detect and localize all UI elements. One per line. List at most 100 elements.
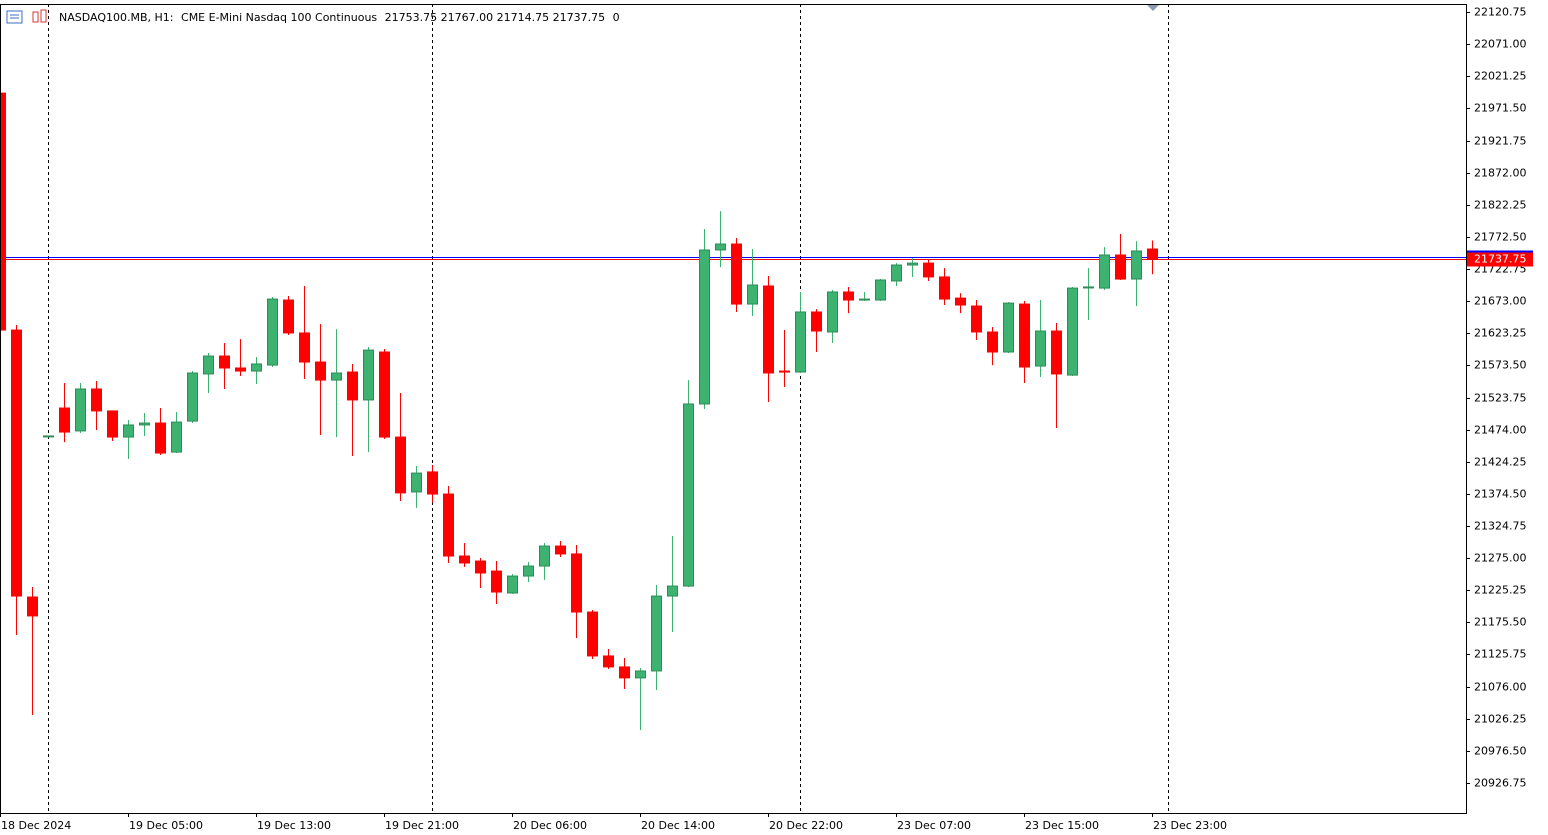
header-high: 21767.00 <box>441 11 494 24</box>
shift-marker[interactable] <box>1147 5 1159 11</box>
y-tick-label: 21026.25 <box>1474 713 1527 726</box>
candle-body <box>667 585 678 597</box>
candle-body <box>1035 330 1046 367</box>
x-tick-label: 23 Dec 23:00 <box>1153 819 1227 832</box>
candle-body <box>443 493 454 557</box>
y-tick-label: 21125.75 <box>1474 648 1527 661</box>
candle-body <box>331 372 342 381</box>
y-tick-label: 21424.25 <box>1474 456 1527 469</box>
candle-body <box>539 545 550 567</box>
candle-body <box>603 655 614 668</box>
candle-body <box>875 279 886 301</box>
candle-body <box>75 388 86 432</box>
y-tick-label: 21275.00 <box>1474 552 1527 565</box>
candle-body <box>1147 248 1158 260</box>
x-tick-label: 19 Dec 21:00 <box>385 819 459 832</box>
candle-body <box>747 284 758 305</box>
y-tick-label: 21872.00 <box>1474 167 1527 180</box>
x-tick-label: 23 Dec 15:00 <box>1025 819 1099 832</box>
candle-body <box>1131 250 1142 280</box>
candle-body <box>283 299 294 334</box>
candle-body <box>699 249 710 405</box>
candle-body <box>971 305 982 333</box>
y-tick-label: 21523.75 <box>1474 392 1527 405</box>
candle-body <box>523 565 534 577</box>
candle-body <box>507 575 518 594</box>
candle-body <box>587 611 598 657</box>
icon[interactable] <box>32 11 39 23</box>
candle-body <box>155 422 166 454</box>
candle-body <box>411 472 422 493</box>
candle-body <box>27 596 38 617</box>
y-tick-label: 21324.75 <box>1474 520 1527 533</box>
candle-body <box>91 388 102 412</box>
candle-body <box>139 422 150 426</box>
candle-body <box>955 297 966 306</box>
x-tick-label: 23 Dec 07:00 <box>897 819 971 832</box>
candle-body <box>555 545 566 555</box>
candle-body <box>251 363 262 372</box>
candle-body <box>795 311 806 373</box>
candle-body <box>491 570 502 593</box>
y-tick-label: 21374.50 <box>1474 488 1527 501</box>
y-tick-label: 21971.50 <box>1474 102 1527 115</box>
x-tick-label: 19 Dec 05:00 <box>129 819 203 832</box>
candle-body <box>347 371 358 401</box>
y-tick-label: 21573.50 <box>1474 359 1527 372</box>
candle-body <box>379 351 390 438</box>
bid-label: 21737.75 <box>1474 253 1527 266</box>
candle-body <box>731 243 742 305</box>
x-tick-label: 18 Dec 2024 <box>1 819 71 832</box>
x-tick-label: 20 Dec 14:00 <box>641 819 715 832</box>
candle-body <box>203 355 214 375</box>
icon[interactable] <box>6 10 23 24</box>
candle-body <box>1115 254 1126 280</box>
candle-body <box>1067 287 1078 376</box>
candle-body <box>1099 254 1110 289</box>
candle-body <box>267 298 278 366</box>
candle-body <box>779 370 790 373</box>
bid-label-box <box>1467 252 1533 267</box>
candle-body <box>315 361 326 381</box>
candle-body <box>1051 330 1062 375</box>
candle-body <box>987 331 998 353</box>
candle-body <box>651 595 662 672</box>
candle-body <box>859 298 870 301</box>
candle-body <box>43 435 54 438</box>
candle-body <box>219 355 230 369</box>
candle-body <box>11 329 22 597</box>
y-tick-label: 22021.25 <box>1474 70 1527 83</box>
y-tick-label: 21772.50 <box>1474 231 1527 244</box>
y-tick-label: 22071.00 <box>1474 38 1527 51</box>
candle-body <box>923 262 934 278</box>
header-low: 21714.75 <box>497 11 550 24</box>
candle-body <box>635 670 646 679</box>
x-tick-label: 19 Dec 13:00 <box>257 819 331 832</box>
candle-body <box>763 285 774 374</box>
candle-body <box>811 311 822 332</box>
candle-body <box>843 291 854 301</box>
candle-body <box>1019 303 1030 368</box>
candle-body <box>475 560 486 574</box>
y-tick-label: 21623.25 <box>1474 327 1527 340</box>
plot-frame <box>0 4 1467 814</box>
chart-title: CME E-Mini Nasdaq 100 Continuous <box>181 11 377 24</box>
candle-body <box>939 276 950 300</box>
candle-body <box>123 424 134 438</box>
header-open: 21753.75 <box>385 11 438 24</box>
candle-body <box>571 553 582 613</box>
candle-body <box>907 262 918 266</box>
y-tick-label: 21225.25 <box>1474 584 1527 597</box>
y-tick-label: 21175.50 <box>1474 616 1527 629</box>
y-tick-label: 21921.75 <box>1474 135 1527 148</box>
candle-body <box>235 367 246 372</box>
header-close: 21737.75 <box>553 11 606 24</box>
icon[interactable] <box>40 9 47 23</box>
y-tick-label: 22120.75 <box>1474 6 1527 19</box>
plot-area <box>0 4 1466 813</box>
candle-body <box>1003 302 1014 353</box>
chart-header: NASDAQ100.MB, H1: CME E-Mini Nasdaq 100 … <box>59 11 620 24</box>
candle-body <box>171 421 182 453</box>
candle-body <box>1083 286 1094 289</box>
